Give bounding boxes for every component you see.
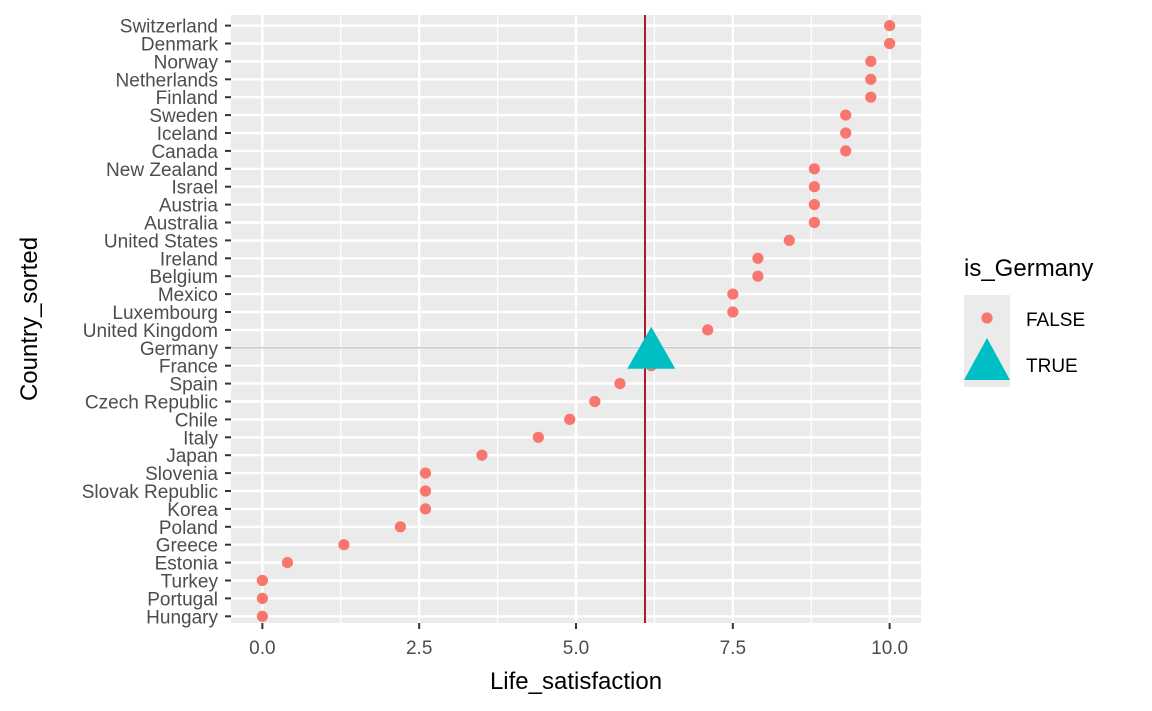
point-luxembourg (727, 306, 739, 318)
point-mexico (727, 288, 739, 300)
point-slovenia (419, 467, 432, 479)
point-denmark (884, 37, 896, 50)
y-tick-label: Italy (183, 428, 218, 449)
y-tick-label: Germany (140, 339, 219, 360)
y-tick-label: Turkey (161, 572, 219, 593)
point-sweden (840, 109, 852, 121)
x-tick-label: 7.5 (720, 638, 746, 659)
y-tick-label: United States (104, 231, 218, 252)
y-tick-label: Estonia (155, 554, 219, 575)
y-tick-label: Ireland (160, 249, 218, 270)
point-slovak-republic (419, 485, 432, 497)
y-tick-label: Hungary (146, 607, 218, 628)
point-united-states (783, 234, 795, 246)
legend: is_Germany FALSE TRUE (964, 255, 1093, 387)
y-tick-label: Finland (156, 88, 218, 109)
minor-gridlines (340, 15, 812, 623)
y-tick-label: Belgium (149, 267, 218, 288)
x-tick-label: 5.0 (563, 638, 589, 659)
point-belgium (752, 270, 764, 282)
y-tick-label: Denmark (141, 35, 219, 56)
y-tick-label: Czech Republic (85, 393, 218, 414)
y-tick-label: Chile (175, 410, 218, 431)
legend-key-false-icon (981, 312, 993, 324)
y-tick-label: Israel (172, 178, 218, 199)
point-turkey (256, 574, 268, 587)
y-tick-label: Korea (167, 500, 218, 521)
major-gridlines-y (231, 24, 921, 618)
y-tick-label: Spain (169, 375, 218, 396)
x-axis: 0.0 2.5 5.0 7.5 10.0 (249, 623, 908, 659)
point-switzerland (884, 20, 896, 32)
y-tick-label: France (159, 357, 218, 378)
data-points (256, 20, 896, 622)
y-tick-label: Austria (159, 196, 219, 217)
y-tick-label: Sweden (149, 106, 218, 127)
major-gridlines-x (261, 15, 891, 623)
point-poland (394, 521, 406, 533)
legend-key-true-icon (964, 338, 1010, 380)
point-united-kingdom (702, 324, 714, 336)
point-austria (808, 199, 820, 211)
legend-title: is_Germany (964, 255, 1093, 282)
point-israel (808, 181, 820, 193)
point-new-zealand (808, 163, 820, 175)
y-tick-label: Australia (144, 214, 218, 235)
x-tick-label: 2.5 (406, 638, 432, 659)
point-germany (627, 326, 676, 369)
legend-label-true: TRUE (1026, 356, 1078, 377)
y-axis: SwitzerlandDenmarkNorwayNetherlandsFinla… (82, 17, 231, 628)
y-tick-label: Mexico (158, 285, 218, 306)
x-tick-label: 10.0 (871, 638, 908, 659)
y-tick-label: Canada (151, 142, 218, 163)
y-axis-title: Country_sorted (16, 237, 43, 401)
point-iceland (840, 127, 852, 139)
y-tick-label: Iceland (157, 124, 218, 145)
legend-label-false: FALSE (1026, 310, 1085, 331)
point-italy (532, 431, 544, 443)
point-czech-republic (589, 395, 601, 408)
x-axis-title: Life_satisfaction (490, 668, 662, 695)
y-tick-label: Greece (156, 536, 218, 557)
y-tick-label: New Zealand (106, 160, 218, 181)
point-greece (338, 539, 350, 551)
y-tick-label: United Kingdom (83, 321, 218, 342)
point-japan (476, 449, 488, 461)
point-ireland (752, 252, 764, 264)
point-korea (419, 503, 432, 515)
point-spain (614, 378, 626, 390)
y-tick-label: Switzerland (120, 17, 218, 38)
point-portugal (256, 592, 268, 605)
point-canada (840, 145, 852, 157)
y-tick-label: Slovak Republic (82, 482, 218, 503)
point-netherlands (865, 73, 877, 85)
point-chile (564, 413, 576, 425)
point-australia (808, 216, 820, 229)
point-finland (865, 91, 877, 103)
y-tick-label: Poland (159, 518, 218, 539)
point-hungary (256, 610, 268, 622)
y-tick-label: Japan (166, 446, 218, 467)
y-tick-label: Portugal (147, 589, 218, 610)
y-tick-label: Slovenia (145, 464, 218, 485)
point-norway (865, 55, 877, 67)
y-tick-label: Netherlands (116, 70, 218, 91)
point-estonia (281, 557, 294, 569)
y-tick-label: Norway (154, 52, 219, 73)
y-tick-label: Luxembourg (112, 303, 218, 324)
x-tick-label: 0.0 (249, 638, 275, 659)
